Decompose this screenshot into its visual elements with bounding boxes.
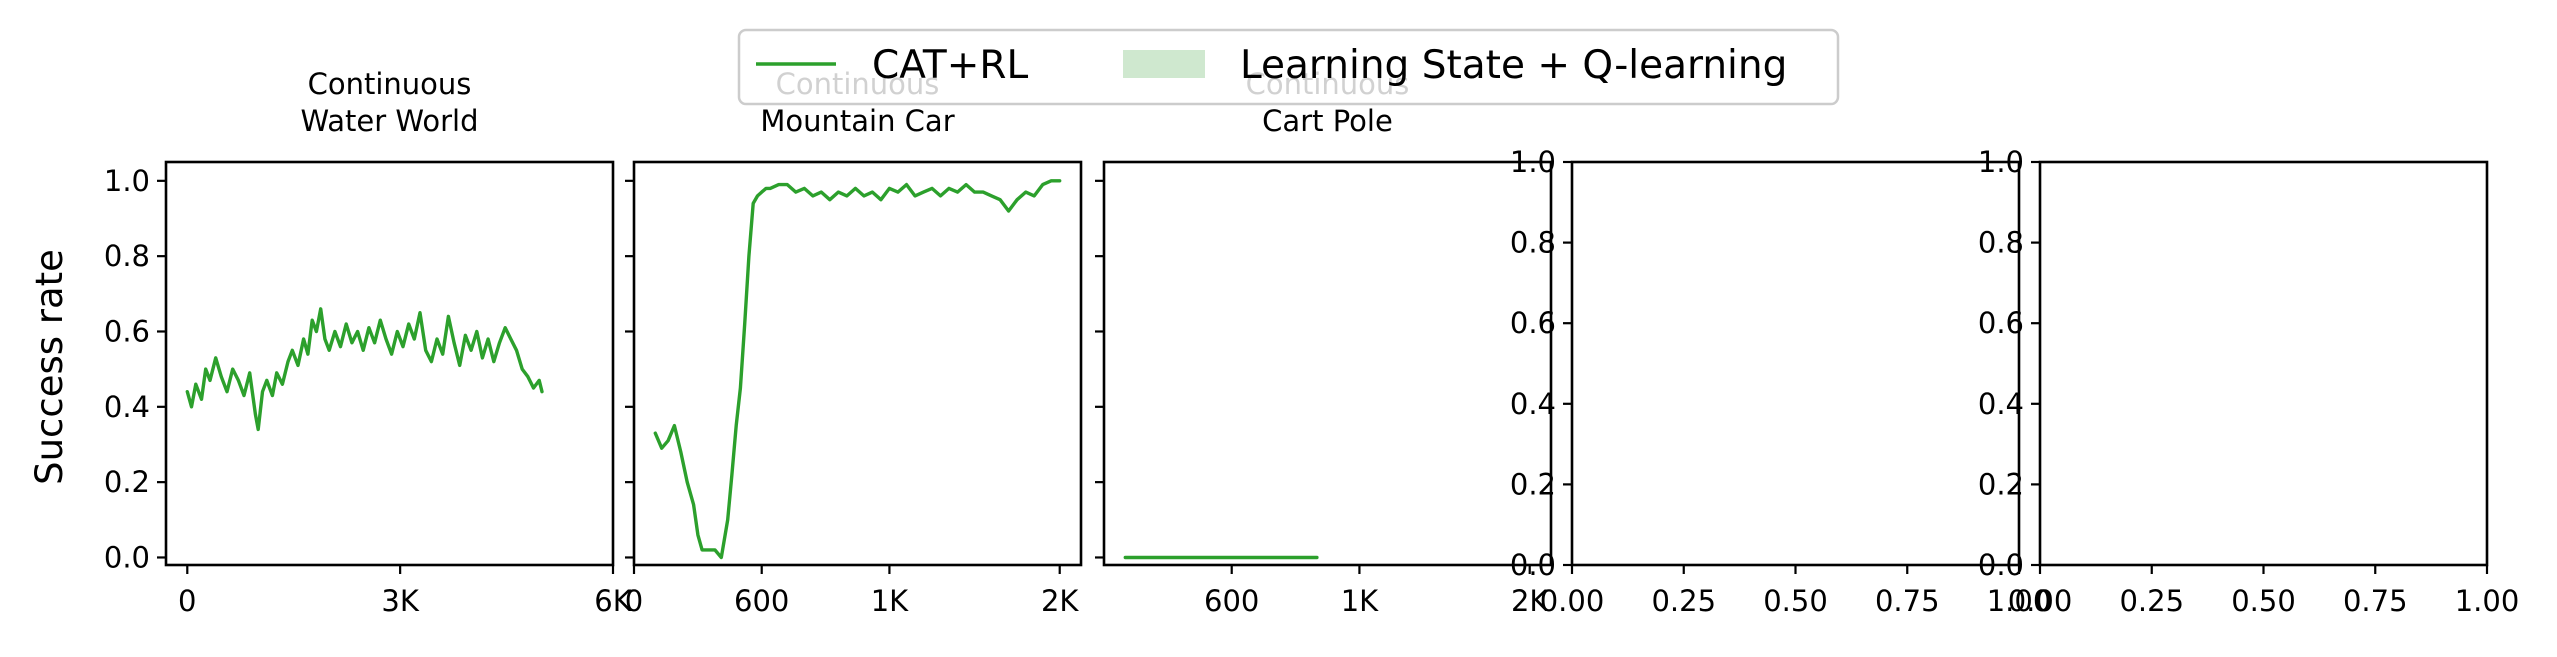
y-tick-label: 0.2	[1510, 467, 1556, 501]
x-tick-label: 6K	[594, 584, 632, 618]
y-tick-label: 1.0	[1510, 145, 1556, 179]
x-tick-label: 600	[734, 584, 789, 618]
y-tick-label: 0.4	[104, 390, 150, 424]
x-tick-label: 1.00	[1987, 584, 2052, 618]
x-tick-label: 1K	[871, 584, 909, 618]
axes-frame	[164, 160, 615, 567]
x-tick-label: 2K	[1041, 584, 1079, 618]
y-tick-label: 0.8	[1510, 226, 1556, 260]
x-tick-label: 0.50	[2231, 584, 2296, 618]
y-tick-label: 0.4	[1978, 387, 2024, 421]
panel-title: Water World	[300, 104, 478, 138]
x-tick-label: 0.25	[2119, 584, 2184, 618]
panel-4: 0.00 0.25 0.50 0.75 1.000.00.20.40.60.81.0	[1510, 145, 2051, 618]
x-tick-label: 0.25	[1651, 584, 1716, 618]
panel-title: Mountain Car	[760, 104, 954, 138]
y-tick-label: 0.0	[1510, 548, 1556, 582]
y-tick-label: 0.6	[104, 314, 150, 348]
x-tick-label: 0.00	[1540, 584, 1605, 618]
legend-label-cat-rl: CAT+RL	[872, 43, 1028, 88]
y-tick-label: 1.0	[104, 164, 150, 198]
x-tick-label: 1.00	[2455, 584, 2520, 618]
y-tick-label: 0.2	[104, 465, 150, 499]
legend: CAT+RL Learning State + Q-learning	[737, 28, 1840, 106]
x-tick-label: 2K	[1511, 584, 1549, 618]
x-tick-label: 0.00	[2008, 584, 2073, 618]
y-axis-label: Success rate	[28, 249, 71, 485]
panel-title: Cart Pole	[1262, 104, 1393, 138]
x-tick-label: 1K	[1341, 584, 1379, 618]
y-tick-label: 0.0	[1978, 548, 2024, 582]
x-tick-label: 0.75	[1875, 584, 1940, 618]
legend-swatch-learning-state	[1123, 50, 1205, 78]
y-tick-label: 0.6	[1978, 306, 2024, 340]
y-tick-label: 0.0	[104, 540, 150, 574]
panel-title: Continuous	[308, 67, 472, 101]
axes-frame	[632, 160, 1083, 567]
x-tick-label: 0	[625, 584, 643, 618]
x-tick-label: 0.50	[1763, 584, 1828, 618]
series-line-cat-rl	[185, 307, 544, 432]
x-tick-label: 0	[178, 584, 196, 618]
axes-frame	[1102, 160, 1553, 567]
legend-frame	[737, 28, 1840, 106]
y-tick-label: 0.6	[1510, 306, 1556, 340]
y-tick-label: 1.0	[1978, 145, 2024, 179]
x-tick-label: 3K	[381, 584, 419, 618]
y-tick-label: 0.2	[1978, 467, 2024, 501]
legend-label-learning-state: Learning State + Q-learning	[1240, 43, 1787, 88]
panel-5: 0.00 0.25 0.50 0.75 1.000.00.20.40.60.81.0	[1978, 145, 2519, 618]
series-line-cat-rl	[653, 179, 1062, 560]
y-tick-label: 0.8	[1978, 226, 2024, 260]
x-tick-label: 600	[1204, 584, 1259, 618]
y-tick-label: 0.4	[1510, 387, 1556, 421]
y-tick-label: 0.8	[104, 239, 150, 273]
x-tick-label: 0.75	[2343, 584, 2408, 618]
